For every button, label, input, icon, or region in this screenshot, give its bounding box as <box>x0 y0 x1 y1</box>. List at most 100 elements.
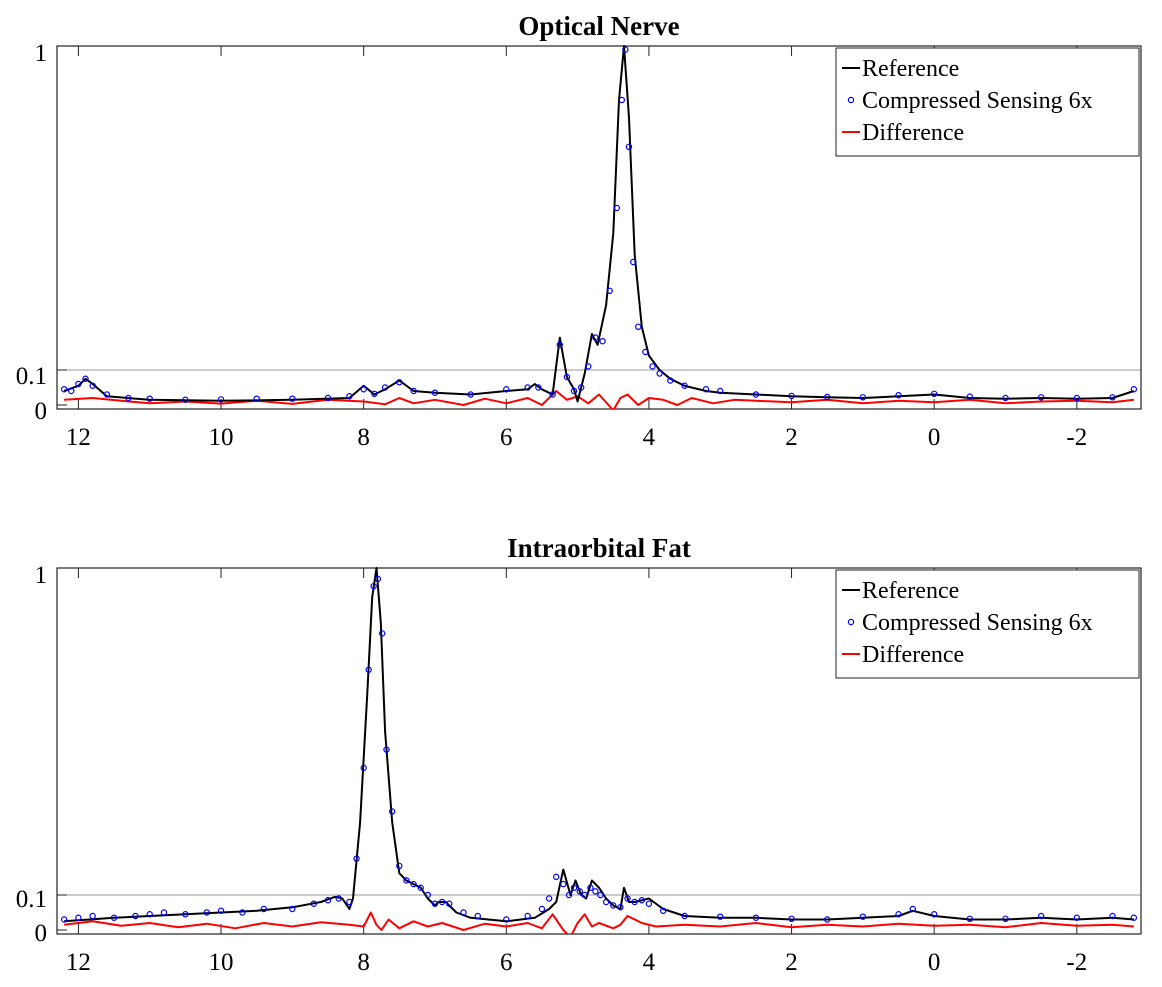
data-point <box>602 898 610 906</box>
data-point <box>446 900 453 907</box>
data-point <box>503 386 510 393</box>
data-point <box>563 373 571 381</box>
x-tick-label: 6 <box>500 424 513 451</box>
data-point <box>717 913 724 920</box>
data-point <box>374 575 382 583</box>
data-point <box>538 905 546 913</box>
data-point <box>474 912 481 920</box>
x-tick-label: 2 <box>785 424 798 451</box>
data-point <box>565 891 573 899</box>
x-tick-label: 4 <box>643 949 656 976</box>
legend: Reference Compressed Sensing 6x Difference <box>835 47 1140 157</box>
data-point <box>75 380 82 388</box>
data-point <box>1037 912 1045 920</box>
data-point <box>610 902 617 909</box>
data-point <box>1073 394 1081 402</box>
data-point <box>467 391 474 398</box>
data-point <box>930 911 938 918</box>
series-reference <box>63 45 1135 403</box>
data-point <box>253 395 260 402</box>
data-point <box>642 348 649 356</box>
data-point <box>383 746 390 753</box>
data-point <box>592 888 599 895</box>
data-point <box>638 897 645 904</box>
x-tick-label: 6 <box>500 949 513 976</box>
chart-title: Intraorbital Fat <box>507 533 691 563</box>
series-compressed-sensing-6x <box>60 575 1138 923</box>
data-point <box>182 911 189 918</box>
data-point <box>182 396 189 403</box>
data-point <box>431 900 439 907</box>
plot-frame <box>56 45 1142 410</box>
data-point <box>324 394 332 402</box>
data-point <box>717 387 724 395</box>
data-point <box>60 916 68 923</box>
data-point <box>624 895 631 902</box>
chart-intraorbital-fat: Intraorbital Fat 12 10 8 6 4 2 0 -2 0 0.1 1 Referenc… <box>16 533 1142 976</box>
data-point <box>592 334 599 341</box>
x-tick-label: -2 <box>1066 949 1087 976</box>
data-point <box>635 323 642 330</box>
data-point <box>217 907 225 914</box>
data-point <box>631 898 638 906</box>
data-point <box>788 915 795 923</box>
y-tick-label: 0 <box>35 398 48 425</box>
series-difference <box>64 390 1135 409</box>
data-point <box>824 916 831 923</box>
data-point <box>930 390 938 397</box>
x-tick-label: 10 <box>209 424 234 451</box>
data-point <box>617 904 624 911</box>
data-point <box>82 375 89 382</box>
data-point <box>396 862 403 870</box>
data-point <box>966 393 974 400</box>
data-point <box>577 384 585 391</box>
data-point <box>618 96 626 104</box>
x-tick-label: 2 <box>785 949 798 976</box>
x-tick-label: 10 <box>209 949 234 976</box>
data-point <box>681 912 688 920</box>
data-point <box>645 900 653 907</box>
data-point <box>824 393 831 401</box>
data-point <box>625 143 633 150</box>
legend: Reference Compressed Sensing 6x Difference <box>835 569 1140 679</box>
data-point <box>570 387 578 395</box>
data-point <box>371 390 378 397</box>
data-point <box>656 370 663 377</box>
series-line <box>64 390 1135 409</box>
legend-label: Reference <box>862 578 959 604</box>
data-point <box>132 912 139 920</box>
series-reference <box>64 567 1134 923</box>
x-tick-label: 8 <box>357 424 370 451</box>
data-point <box>1109 912 1116 920</box>
data-point <box>410 387 417 395</box>
x-tick-label: 12 <box>66 424 91 451</box>
data-point <box>110 914 118 921</box>
series-line <box>64 567 1134 923</box>
series-compressed-sensing-6x <box>60 46 1138 403</box>
data-point <box>125 394 132 402</box>
data-point <box>379 630 386 637</box>
data-point <box>622 46 629 53</box>
data-point <box>388 808 396 815</box>
data-point <box>549 391 556 398</box>
data-point <box>895 911 902 918</box>
legend-swatch-marker <box>847 96 855 104</box>
chart-title: Optical Nerve <box>518 11 679 41</box>
data-point <box>752 391 760 398</box>
data-point <box>585 363 592 370</box>
legend-label: Difference <box>862 642 964 668</box>
data-point <box>396 379 403 386</box>
data-point <box>1037 394 1045 401</box>
data-point <box>460 909 467 916</box>
data-point <box>217 396 225 403</box>
x-tick-label: 0 <box>928 424 941 451</box>
x-tick-label: 4 <box>643 424 656 451</box>
data-point <box>524 912 531 920</box>
legend-box <box>835 569 1140 679</box>
series-line <box>63 45 1135 403</box>
data-point <box>503 916 510 923</box>
data-point <box>859 394 867 401</box>
data-point <box>613 204 621 212</box>
data-point <box>381 384 389 391</box>
data-point <box>581 891 588 899</box>
